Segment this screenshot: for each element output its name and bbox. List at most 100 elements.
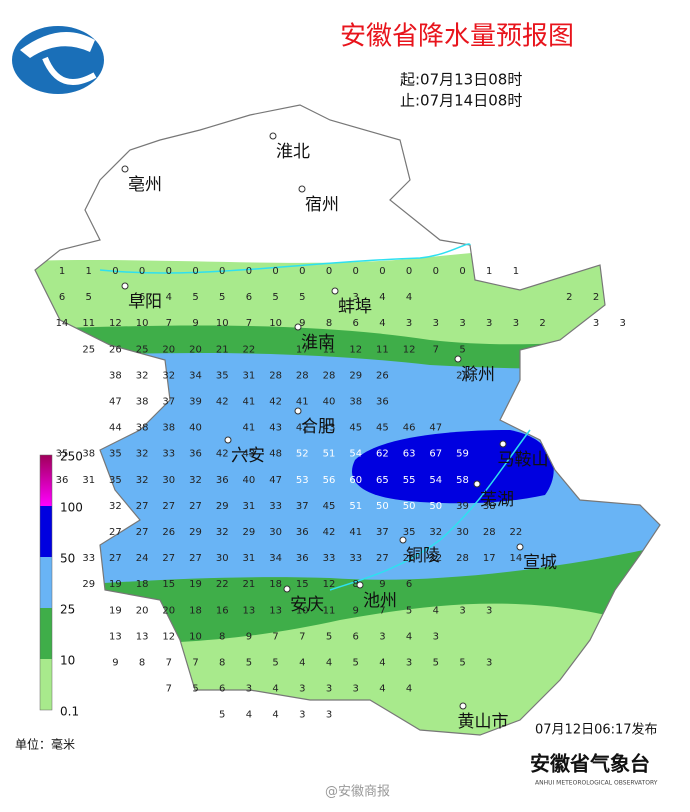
grid-value: 3 <box>486 318 492 329</box>
grid-value: 7 <box>379 605 385 616</box>
grid-value: 41 <box>243 397 256 408</box>
grid-value: 5 <box>219 292 225 303</box>
grid-value: 4 <box>272 684 278 695</box>
city-dot <box>269 132 277 140</box>
grid-value: 36 <box>296 553 309 564</box>
grid-value: 14 <box>510 553 523 564</box>
city-dot <box>499 440 507 448</box>
grid-value: 4 <box>299 658 305 669</box>
grid-value: 10 <box>296 605 309 616</box>
grid-value: 53 <box>296 475 309 486</box>
grid-value: 20 <box>189 344 202 355</box>
grid-value: 4 <box>326 658 332 669</box>
grid-value: 7 <box>166 658 172 669</box>
grid-value: 3 <box>353 292 359 303</box>
grid-value: 1 <box>86 266 92 277</box>
city-label: 芜湖 <box>480 490 514 510</box>
grid-value: 28 <box>483 527 496 538</box>
grid-value: 13 <box>109 631 122 642</box>
grid-value: 32 <box>429 527 442 538</box>
grid-value: 18 <box>136 579 149 590</box>
grid-value: 18 <box>189 605 202 616</box>
legend-bar <box>39 454 53 711</box>
grid-value: 35 <box>109 449 122 460</box>
grid-value: 9 <box>246 631 252 642</box>
grid-value: 35 <box>216 370 229 381</box>
city-label: 马鞍山 <box>498 450 549 470</box>
grid-value: 36 <box>216 475 229 486</box>
grid-value: 3 <box>513 318 519 329</box>
grid-value: 0 <box>299 266 305 277</box>
grid-value: 4 <box>433 605 439 616</box>
grid-value: 1 <box>513 266 519 277</box>
grid-value: 5 <box>299 292 305 303</box>
grid-value: 33 <box>269 501 282 512</box>
grid-value: 16 <box>216 605 229 616</box>
grid-value: 4 <box>406 292 412 303</box>
grid-value: 24 <box>136 553 149 564</box>
grid-value: 6 <box>353 318 359 329</box>
city-dot <box>294 407 302 415</box>
grid-value: 50 <box>376 501 389 512</box>
grid-value: 0 <box>166 266 172 277</box>
grid-value: 4 <box>272 710 278 721</box>
grid-value: 7 <box>299 631 305 642</box>
city-dot <box>331 287 339 295</box>
grid-value: 33 <box>323 553 336 564</box>
grid-value: 2 <box>539 318 545 329</box>
grid-value: 9 <box>192 318 198 329</box>
grid-value: 7 <box>166 318 172 329</box>
grid-value: 0 <box>192 266 198 277</box>
grid-value: 27 <box>136 527 149 538</box>
grid-value: 2 <box>566 292 572 303</box>
grid-value: 15 <box>296 579 309 590</box>
grid-value: 8 <box>219 658 225 669</box>
grid-value: 4 <box>379 684 385 695</box>
grid-value: 32 <box>136 370 149 381</box>
grid-value: 10 <box>136 318 149 329</box>
grid-value: 25 <box>456 370 469 381</box>
grid-value: 22 <box>216 579 229 590</box>
grid-value: 5 <box>459 658 465 669</box>
grid-value: 40 <box>243 475 256 486</box>
grid-value: 32 <box>216 527 229 538</box>
grid-value: 12 <box>403 344 416 355</box>
city-label: 淮北 <box>276 142 310 162</box>
grid-value: 33 <box>349 553 362 564</box>
grid-value: 27 <box>109 553 122 564</box>
city-dot <box>121 282 129 290</box>
grid-value: 33 <box>82 553 95 564</box>
grid-value: 32 <box>189 475 202 486</box>
grid-value: 30 <box>456 527 469 538</box>
grid-value: 43 <box>243 449 256 460</box>
grid-value: 37 <box>376 527 389 538</box>
grid-value: 30 <box>162 475 175 486</box>
grid-value: 11 <box>376 344 389 355</box>
grid-value: 32 <box>109 501 122 512</box>
grid-value: 18 <box>269 579 282 590</box>
grid-value: 22 <box>510 527 523 538</box>
grid-value: 34 <box>189 370 202 381</box>
grid-value: 52 <box>296 449 309 460</box>
watermark: @安徽商报 <box>325 785 390 800</box>
city-dot <box>473 480 481 488</box>
grid-value: 11 <box>82 318 95 329</box>
grid-value: 27 <box>162 501 175 512</box>
grid-value: 11 <box>323 605 336 616</box>
grid-value: 5 <box>86 292 92 303</box>
title: 安徽省降水量预报图 <box>340 22 574 52</box>
grid-value: 0 <box>219 266 225 277</box>
grid-value: 30 <box>216 553 229 564</box>
grid-value: 3 <box>620 318 626 329</box>
city-label: 滁州 <box>461 365 495 385</box>
grid-value: 32 <box>136 449 149 460</box>
grid-value: 36 <box>376 397 389 408</box>
grid-value: 37 <box>162 397 175 408</box>
grid-value: 9 <box>379 579 385 590</box>
grid-value: 5 <box>192 292 198 303</box>
end-time: 止:07月14日08时 <box>400 92 522 110</box>
grid-value: 50 <box>429 501 442 512</box>
grid-value: 7 <box>246 318 252 329</box>
grid-value: 28 <box>269 370 282 381</box>
